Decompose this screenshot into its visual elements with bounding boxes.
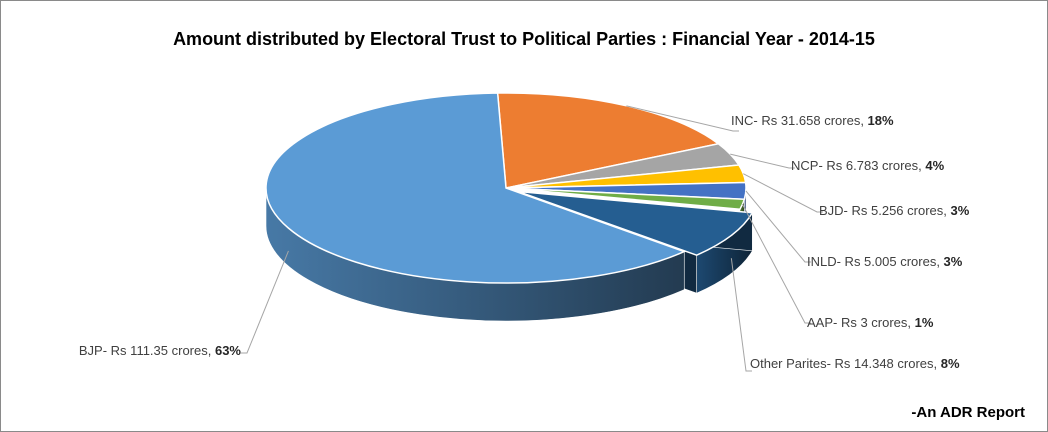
leader-line-aap	[742, 204, 811, 323]
data-label-text: NCP- Rs 6.783 crores,	[791, 158, 925, 173]
leader-line-bjp	[241, 251, 288, 353]
data-label-percent: 8%	[941, 356, 960, 371]
data-label-percent: 3%	[951, 203, 970, 218]
data-label-percent: 18%	[868, 113, 894, 128]
leader-line-inld	[746, 191, 811, 262]
data-label-inld: INLD- Rs 5.005 crores, 3%	[807, 254, 963, 269]
data-label-percent: 4%	[925, 158, 944, 173]
data-label-other-parites: Other Parites- Rs 14.348 crores, 8%	[750, 356, 960, 371]
leader-line-bjd	[743, 174, 823, 212]
data-label-percent: 63%	[215, 343, 241, 358]
data-label-bjd: BJD- Rs 5.256 crores, 3%	[819, 203, 970, 218]
data-label-aap: AAP- Rs 3 crores, 1%	[807, 315, 934, 330]
data-label-percent: 3%	[944, 254, 963, 269]
data-label-text: BJP- Rs 111.35 crores,	[79, 343, 215, 358]
leader-line-other-parites	[731, 258, 752, 371]
data-label-text: INLD- Rs 5.005 crores,	[807, 254, 944, 269]
data-label-ncp: NCP- Rs 6.783 crores, 4%	[791, 158, 945, 173]
data-label-text: BJD- Rs 5.256 crores,	[819, 203, 951, 218]
data-label-text: INC- Rs 31.658 crores,	[731, 113, 868, 128]
source-note: -An ADR Report	[911, 404, 1025, 421]
data-label-text: Other Parites- Rs 14.348 crores,	[750, 356, 941, 371]
data-label-bjp: BJP- Rs 111.35 crores, 63%	[79, 343, 242, 358]
data-label-percent: 1%	[915, 315, 934, 330]
data-label-inc: INC- Rs 31.658 crores, 18%	[731, 113, 894, 128]
data-label-text: AAP- Rs 3 crores,	[807, 315, 915, 330]
